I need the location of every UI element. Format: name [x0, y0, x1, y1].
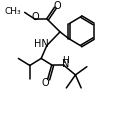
Text: N: N	[62, 59, 69, 69]
Text: O: O	[53, 2, 61, 11]
Text: CH₃: CH₃	[4, 7, 20, 16]
Text: O: O	[42, 78, 49, 88]
Text: H: H	[62, 56, 69, 65]
Text: HN: HN	[34, 39, 49, 49]
Text: O: O	[31, 12, 38, 21]
